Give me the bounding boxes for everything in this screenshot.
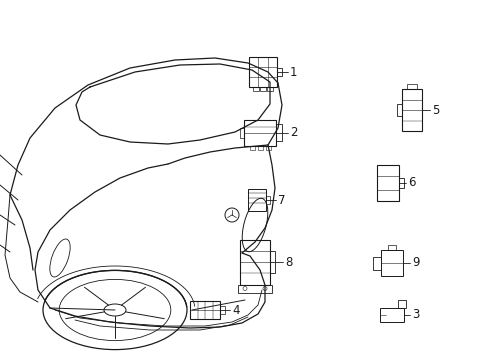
Text: 6: 6 [407,176,415,189]
Bar [275,124,282,141]
Bar [379,308,403,322]
Bar [252,87,259,91]
Text: 3: 3 [411,309,419,321]
Bar [220,306,224,314]
Bar [238,284,271,292]
Text: 2: 2 [289,126,297,139]
Bar [257,146,262,150]
Bar [396,104,401,116]
Text: 5: 5 [431,104,439,117]
Bar [244,120,275,146]
Text: 8: 8 [285,256,292,269]
Bar [397,300,405,308]
Bar [398,178,403,188]
Bar [249,146,254,150]
Bar [265,196,269,204]
Bar [260,87,265,91]
Text: 9: 9 [411,256,419,270]
Bar [190,301,220,319]
Bar [266,87,272,91]
Bar [240,239,269,284]
Bar [276,68,282,76]
Bar [240,128,244,138]
Bar [380,250,402,276]
Text: 1: 1 [289,66,297,78]
Bar [247,189,265,211]
Bar [387,245,395,250]
Bar [248,57,276,87]
Bar [269,251,274,273]
Bar [401,89,421,131]
Bar [265,146,270,150]
Text: 4: 4 [231,303,239,316]
Bar [406,84,416,89]
Text: 7: 7 [278,194,285,207]
Bar [376,165,398,201]
